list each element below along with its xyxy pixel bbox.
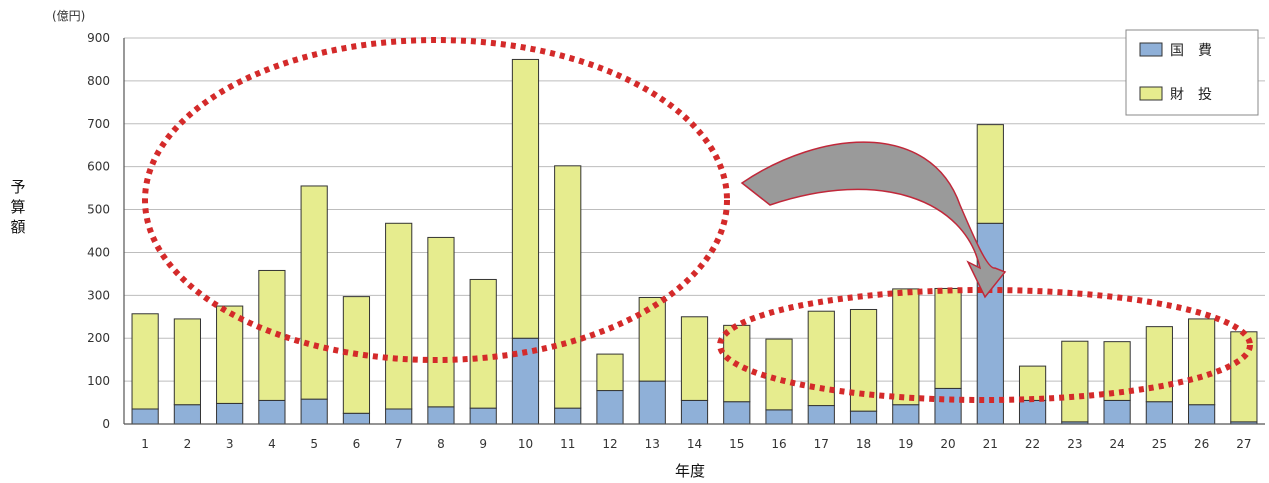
bar-segment-kokuhi xyxy=(173,404,201,425)
x-tick-label: 14 xyxy=(687,437,702,451)
bar-segment-kokuhi xyxy=(427,406,455,425)
x-tick-label: 27 xyxy=(1236,437,1251,451)
bar-segment-zaito xyxy=(131,313,159,410)
x-tick-label: 22 xyxy=(1025,437,1040,451)
x-tick-label: 13 xyxy=(645,437,660,451)
x-tick-label: 9 xyxy=(479,437,487,451)
bar-segment-kokuhi xyxy=(638,380,666,425)
legend-label: 財 投 xyxy=(1170,87,1212,103)
bar-segment-zaito xyxy=(173,318,201,406)
bar-segment-zaito xyxy=(511,58,540,339)
y-tick-label: 300 xyxy=(87,288,110,302)
x-tick-label: 18 xyxy=(856,437,871,451)
bar-segment-zaito xyxy=(849,308,878,412)
x-tick-label: 24 xyxy=(1109,437,1124,451)
bar-segment-kokuhi xyxy=(385,408,413,425)
bar-segment-zaito xyxy=(892,288,920,406)
x-tick-label: 12 xyxy=(602,437,617,451)
y-tick-label: 900 xyxy=(87,31,110,45)
y-tick-label: 100 xyxy=(87,374,110,388)
x-tick-label: 8 xyxy=(437,437,445,451)
bar-segment-kokuhi xyxy=(342,412,371,425)
bar-segment-kokuhi xyxy=(596,390,624,425)
x-tick-label: 16 xyxy=(771,437,786,451)
bar-segment-zaito xyxy=(1103,341,1131,401)
x-tick-label: 21 xyxy=(983,437,998,451)
x-tick-label: 25 xyxy=(1152,437,1167,451)
x-tick-label: 15 xyxy=(729,437,744,451)
bar-segment-kokuhi xyxy=(680,399,709,425)
bar-segment-zaito xyxy=(638,296,666,382)
red-dotted-ellipse-right xyxy=(717,287,1253,403)
bar-segment-zaito xyxy=(300,185,328,400)
bar-segment-zaito xyxy=(1188,318,1216,406)
x-tick-label: 2 xyxy=(184,437,192,451)
y-tick-label: 400 xyxy=(87,245,110,259)
y-tick-label: 700 xyxy=(87,117,110,131)
bar-segment-kokuhi xyxy=(1103,399,1131,425)
bar-segment-zaito xyxy=(680,316,709,401)
y-tick-label: 800 xyxy=(87,74,110,88)
legend-swatch xyxy=(1139,86,1163,101)
y-tick-label: 500 xyxy=(87,203,110,217)
y-tick-label: 600 xyxy=(87,160,110,174)
bar-segment-zaito xyxy=(1018,365,1047,401)
bar-segment-zaito xyxy=(385,222,413,410)
curved-arrow xyxy=(740,141,1007,299)
bar-segment-zaito xyxy=(976,124,1004,224)
bar-segment-kokuhi xyxy=(554,407,582,425)
axes xyxy=(123,38,1265,425)
bar-segment-zaito xyxy=(258,269,286,401)
bar-segment-kokuhi xyxy=(723,401,751,425)
x-tick-label: 20 xyxy=(940,437,955,451)
bar-segment-kokuhi xyxy=(934,387,962,425)
legend-label: 国 費 xyxy=(1170,43,1212,59)
legend: 国 費財 投 xyxy=(1125,29,1259,116)
bar-segment-zaito xyxy=(934,287,962,389)
bar-segment-kokuhi xyxy=(258,399,286,425)
y-axis-label: 予算額 xyxy=(10,178,25,236)
x-tick-label: 17 xyxy=(814,437,829,451)
bar-segment-zaito xyxy=(554,165,582,409)
y-tick-label: 200 xyxy=(87,331,110,345)
bar-segment-zaito xyxy=(596,353,624,392)
bar-segment-kokuhi xyxy=(765,409,793,425)
bar-segment-kokuhi xyxy=(469,407,497,425)
bars xyxy=(131,58,1258,425)
unit-label: (億円) xyxy=(52,9,85,23)
bar-segment-kokuhi xyxy=(216,402,244,425)
x-tick-label: 11 xyxy=(560,437,575,451)
x-tick-label: 4 xyxy=(268,437,276,451)
x-tick-label: 19 xyxy=(898,437,913,451)
bar-segment-kokuhi xyxy=(131,408,159,425)
bar-segment-zaito xyxy=(765,338,793,411)
bar-segment-kokuhi xyxy=(1018,399,1047,425)
red-dotted-ellipse-left xyxy=(142,37,730,363)
x-tick-label: 5 xyxy=(310,437,318,451)
x-tick-label: 26 xyxy=(1194,437,1209,451)
bar-segment-kokuhi xyxy=(849,410,878,425)
x-tick-label: 7 xyxy=(395,437,403,451)
bar-segment-kokuhi xyxy=(892,404,920,425)
x-tick-label: 3 xyxy=(226,437,234,451)
bar-segment-kokuhi xyxy=(1145,401,1173,425)
annotations xyxy=(142,37,1253,403)
x-axis-label: 年度 xyxy=(675,462,705,480)
bar-segment-zaito xyxy=(1230,331,1258,423)
x-tick-label: 6 xyxy=(353,437,361,451)
bar-segment-zaito xyxy=(1061,340,1089,423)
legend-swatch xyxy=(1139,42,1163,57)
x-tick-label: 23 xyxy=(1067,437,1082,451)
bar-segment-kokuhi xyxy=(1188,404,1216,425)
bar-segment-kokuhi xyxy=(807,405,835,425)
x-tick-label: 1 xyxy=(141,437,149,451)
bar-segment-zaito xyxy=(469,278,497,409)
bar-segment-zaito xyxy=(216,305,244,404)
x-tick-label: 10 xyxy=(518,437,533,451)
bar-segment-zaito xyxy=(427,236,455,408)
bar-segment-kokuhi xyxy=(300,398,328,425)
y-tick-label: 0 xyxy=(102,417,110,431)
